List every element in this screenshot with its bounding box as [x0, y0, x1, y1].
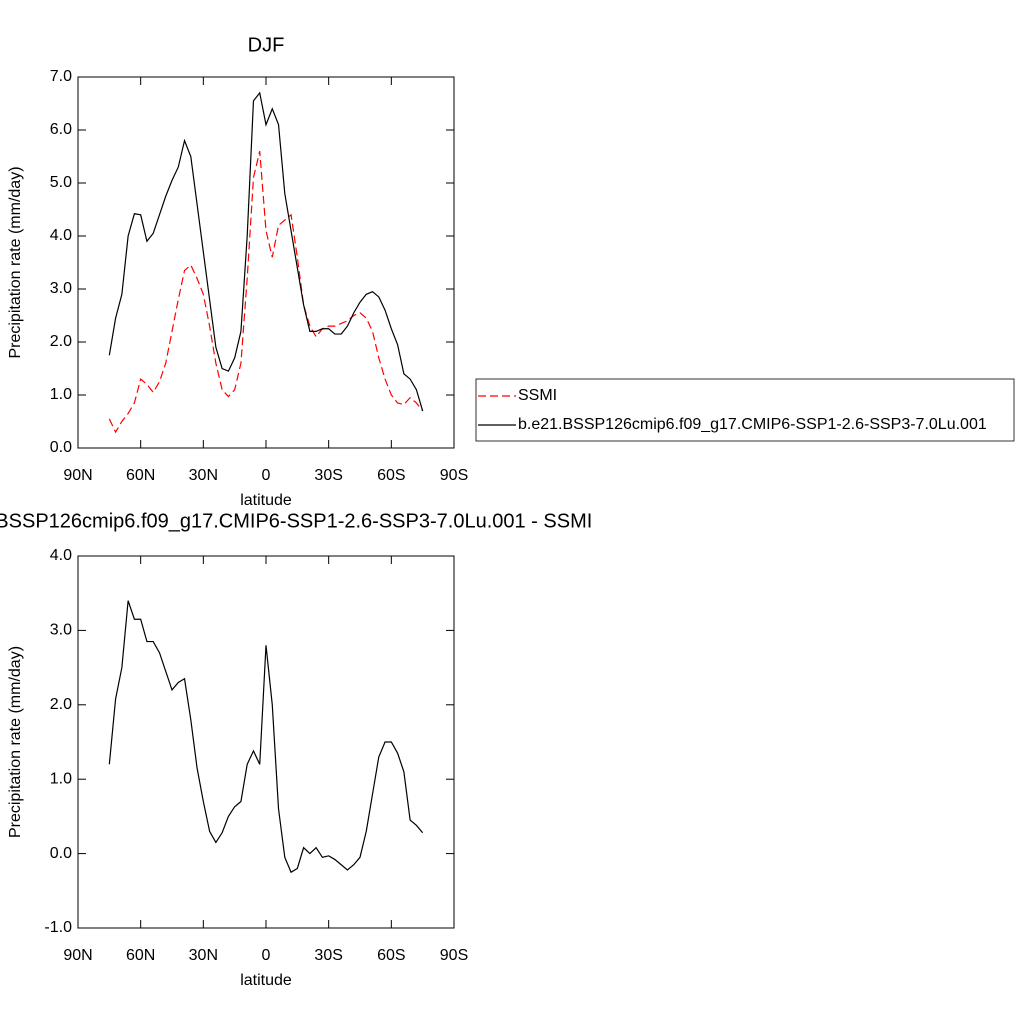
y-tick-label: 1.0 — [50, 770, 72, 787]
x-tick-label: 60S — [377, 947, 405, 964]
legend-box — [475, 378, 1015, 442]
y-tick-label: 3.0 — [50, 622, 72, 639]
x-tick-label: 30S — [314, 947, 342, 964]
y-tick-label: 3.0 — [50, 280, 72, 297]
x-tick-label: 90S — [440, 947, 468, 964]
x-tick-label: 90S — [440, 467, 468, 484]
y-axis-label: Precipitation rate (mm/day) — [7, 646, 24, 838]
x-tick-label: 0 — [262, 467, 271, 484]
x-tick-label: 60N — [126, 947, 155, 964]
x-tick-label: 60S — [377, 467, 405, 484]
x-tick-label: 30S — [314, 467, 342, 484]
x-axis-label: latitude — [240, 492, 292, 509]
x-axis-label: latitude — [240, 972, 292, 989]
legend-label: b.e21.BSSP126cmip6.f09_g17.CMIP6-SSP1-2.… — [518, 416, 987, 433]
y-tick-label: 0.0 — [50, 845, 72, 862]
y-tick-label: 1.0 — [50, 386, 72, 403]
plot-frame — [77, 76, 455, 449]
chart-title: b.e21.BSSP126cmip6.f09_g17.CMIP6-SSP1-2.… — [0, 510, 592, 532]
x-tick-label: 30N — [189, 467, 218, 484]
x-tick-label: 90N — [63, 467, 92, 484]
series-line — [108, 151, 424, 434]
y-axis-label: Precipitation rate (mm/day) — [7, 166, 24, 358]
chart-title: DJF — [248, 34, 285, 56]
y-tick-label: -1.0 — [44, 919, 72, 936]
y-tick-label: 5.0 — [50, 174, 72, 191]
series-line — [108, 600, 424, 874]
x-tick-label: 30N — [189, 947, 218, 964]
y-tick-label: 7.0 — [50, 68, 72, 85]
y-tick-label: 0.0 — [50, 439, 72, 456]
legend-label: SSMI — [518, 387, 557, 404]
y-tick-label: 2.0 — [50, 696, 72, 713]
y-tick-label: 6.0 — [50, 121, 72, 138]
y-tick-label: 2.0 — [50, 333, 72, 350]
series-line — [108, 91, 424, 412]
x-tick-label: 90N — [63, 947, 92, 964]
x-tick-label: 60N — [126, 467, 155, 484]
x-tick-label: 0 — [262, 947, 271, 964]
y-tick-label: 4.0 — [50, 227, 72, 244]
y-tick-label: 4.0 — [50, 547, 72, 564]
plot-frame — [77, 555, 455, 929]
